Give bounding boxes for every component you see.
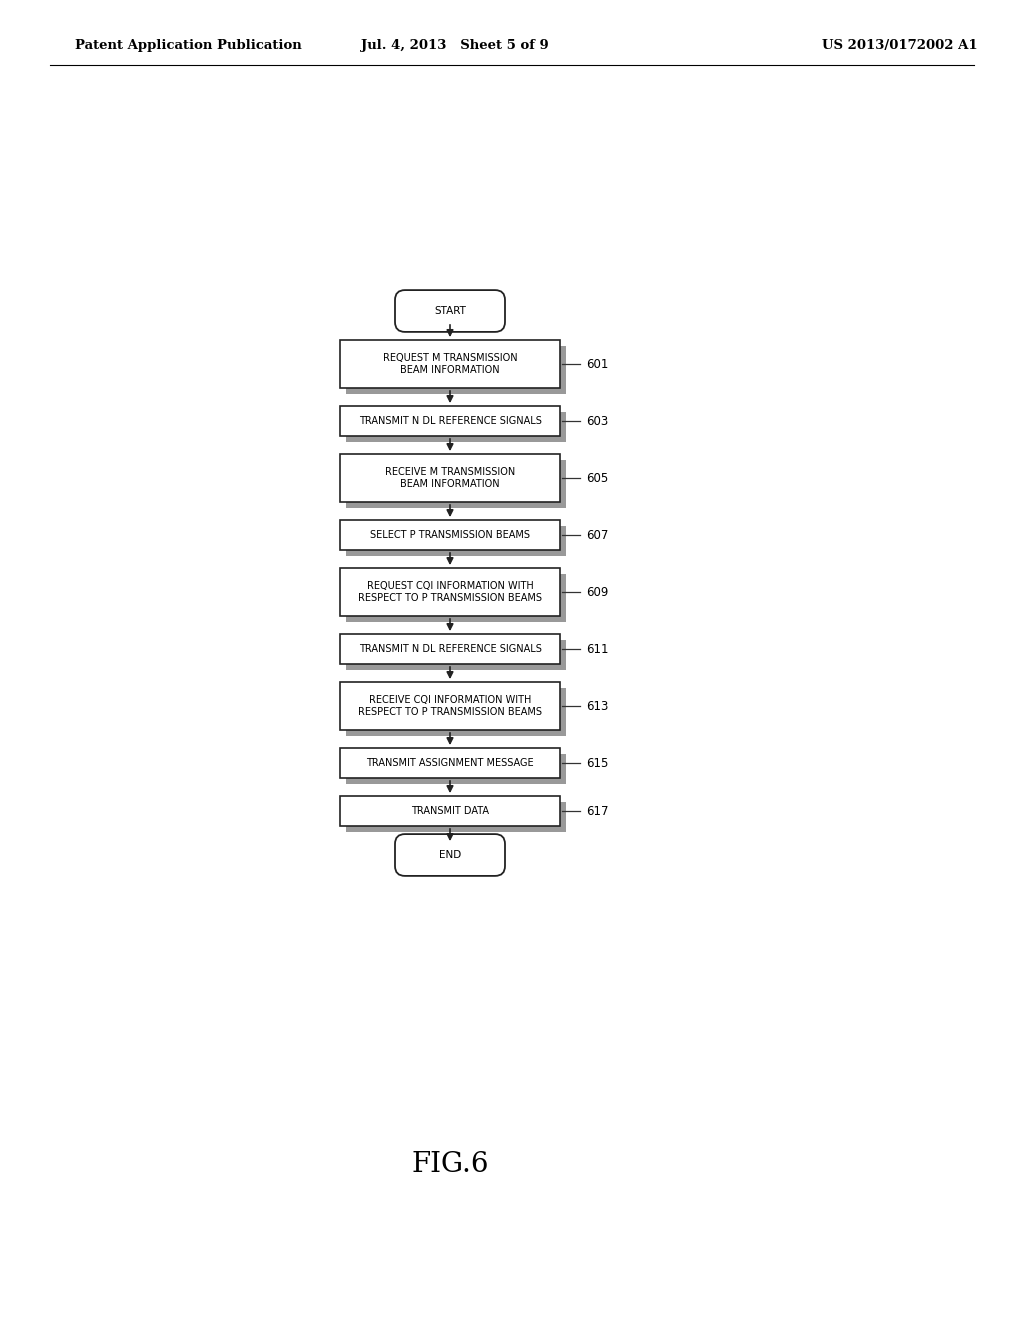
- Text: 607: 607: [586, 528, 608, 541]
- Bar: [340, 407, 560, 436]
- Text: 611: 611: [586, 643, 608, 656]
- Text: END: END: [439, 850, 461, 861]
- Text: 601: 601: [586, 358, 608, 371]
- Text: START: START: [434, 306, 466, 315]
- FancyBboxPatch shape: [395, 834, 505, 876]
- Bar: [340, 796, 560, 826]
- Bar: [340, 634, 560, 664]
- Text: 615: 615: [586, 756, 608, 770]
- Text: 609: 609: [586, 586, 608, 598]
- Bar: [345, 412, 565, 441]
- Text: TRANSMIT DATA: TRANSMIT DATA: [411, 807, 489, 816]
- Bar: [345, 688, 565, 735]
- Bar: [340, 520, 560, 550]
- Text: 613: 613: [586, 700, 608, 713]
- Text: 603: 603: [586, 414, 608, 428]
- Bar: [345, 573, 565, 622]
- Text: REQUEST M TRANSMISSION
BEAM INFORMATION: REQUEST M TRANSMISSION BEAM INFORMATION: [383, 354, 517, 375]
- Text: 605: 605: [586, 471, 608, 484]
- Bar: [345, 639, 565, 669]
- Bar: [345, 525, 565, 556]
- Text: RECEIVE M TRANSMISSION
BEAM INFORMATION: RECEIVE M TRANSMISSION BEAM INFORMATION: [385, 467, 515, 488]
- Text: TRANSMIT N DL REFERENCE SIGNALS: TRANSMIT N DL REFERENCE SIGNALS: [358, 644, 542, 653]
- Text: RECEIVE CQI INFORMATION WITH
RESPECT TO P TRANSMISSION BEAMS: RECEIVE CQI INFORMATION WITH RESPECT TO …: [358, 696, 542, 717]
- Bar: [345, 459, 565, 507]
- Text: TRANSMIT N DL REFERENCE SIGNALS: TRANSMIT N DL REFERENCE SIGNALS: [358, 416, 542, 426]
- Bar: [340, 748, 560, 777]
- Bar: [340, 682, 560, 730]
- Bar: [340, 341, 560, 388]
- Text: US 2013/0172002 A1: US 2013/0172002 A1: [822, 38, 978, 51]
- Text: Patent Application Publication: Patent Application Publication: [75, 38, 302, 51]
- Bar: [340, 454, 560, 502]
- Bar: [345, 801, 565, 832]
- FancyBboxPatch shape: [395, 290, 505, 331]
- Text: FIG.6: FIG.6: [412, 1151, 488, 1179]
- Text: 617: 617: [586, 804, 608, 817]
- Bar: [340, 568, 560, 616]
- Bar: [345, 346, 565, 393]
- Text: Jul. 4, 2013   Sheet 5 of 9: Jul. 4, 2013 Sheet 5 of 9: [361, 38, 549, 51]
- Text: SELECT P TRANSMISSION BEAMS: SELECT P TRANSMISSION BEAMS: [370, 531, 530, 540]
- Text: REQUEST CQI INFORMATION WITH
RESPECT TO P TRANSMISSION BEAMS: REQUEST CQI INFORMATION WITH RESPECT TO …: [358, 581, 542, 603]
- Text: TRANSMIT ASSIGNMENT MESSAGE: TRANSMIT ASSIGNMENT MESSAGE: [367, 758, 534, 768]
- Bar: [345, 754, 565, 784]
